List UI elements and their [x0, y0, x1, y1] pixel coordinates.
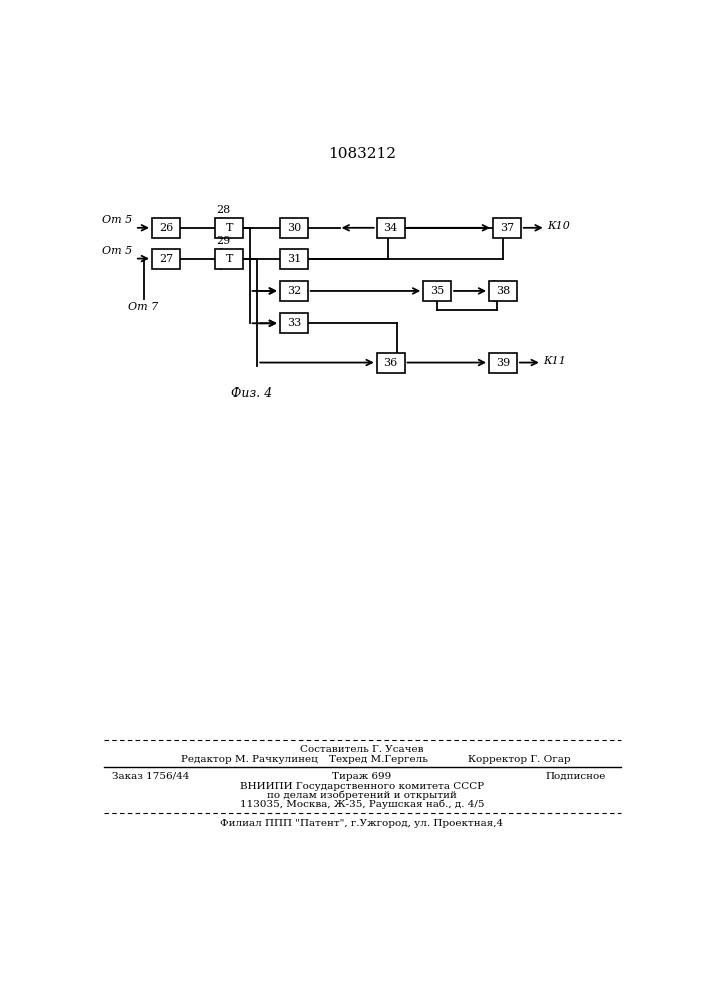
- Bar: [489, 353, 517, 373]
- Text: 26: 26: [159, 223, 173, 233]
- Bar: [280, 281, 308, 301]
- Text: Корректор Г. Огар: Корректор Г. Огар: [468, 755, 571, 764]
- Text: 1083212: 1083212: [328, 147, 396, 161]
- Bar: [377, 353, 404, 373]
- Text: От 5: От 5: [103, 215, 132, 225]
- Text: 30: 30: [286, 223, 301, 233]
- Text: Тираж 699: Тираж 699: [332, 772, 392, 781]
- Text: 29: 29: [216, 236, 230, 246]
- Text: T: T: [226, 254, 233, 264]
- Text: 113035, Москва, Ж-35, Раушская наб., д. 4/5: 113035, Москва, Ж-35, Раушская наб., д. …: [240, 800, 484, 809]
- Text: 38: 38: [496, 286, 510, 296]
- Bar: [280, 313, 308, 333]
- Text: Филиал ППП "Патент", г.Ужгород, ул. Проектная,4: Филиал ППП "Патент", г.Ужгород, ул. Прое…: [221, 819, 503, 828]
- Bar: [280, 218, 308, 238]
- Text: К10: К10: [547, 221, 570, 231]
- Text: Техред М.Гергель: Техред М.Гергель: [329, 755, 428, 764]
- Text: 28: 28: [216, 205, 230, 215]
- Text: T: T: [226, 223, 233, 233]
- Bar: [152, 249, 180, 269]
- Text: ВНИИПИ Государственного комитета СССР: ВНИИПИ Государственного комитета СССР: [240, 782, 484, 791]
- Text: 31: 31: [286, 254, 301, 264]
- Text: К11: К11: [543, 356, 566, 366]
- Text: Редактор М. Рачкулинец: Редактор М. Рачкулинец: [182, 755, 318, 764]
- Text: 34: 34: [383, 223, 398, 233]
- Text: Составитель Г. Усачев: Составитель Г. Усачев: [300, 745, 423, 754]
- Bar: [280, 249, 308, 269]
- Bar: [216, 218, 243, 238]
- Text: 35: 35: [430, 286, 444, 296]
- Text: Подписное: Подписное: [546, 772, 606, 781]
- Text: 32: 32: [286, 286, 301, 296]
- Text: 27: 27: [159, 254, 173, 264]
- Bar: [377, 218, 404, 238]
- Text: От 7: От 7: [127, 302, 158, 312]
- Bar: [152, 218, 180, 238]
- Text: по делам изобретений и открытий: по делам изобретений и открытий: [267, 791, 457, 800]
- Text: Заказ 1756/44: Заказ 1756/44: [112, 772, 189, 781]
- Bar: [489, 281, 517, 301]
- Text: От 5: От 5: [103, 246, 132, 256]
- Bar: [423, 281, 451, 301]
- Text: 33: 33: [286, 318, 301, 328]
- Text: 36: 36: [383, 358, 398, 368]
- Bar: [493, 218, 521, 238]
- Bar: [216, 249, 243, 269]
- Text: 39: 39: [496, 358, 510, 368]
- Text: 37: 37: [500, 223, 514, 233]
- Text: Физ. 4: Физ. 4: [230, 387, 271, 400]
